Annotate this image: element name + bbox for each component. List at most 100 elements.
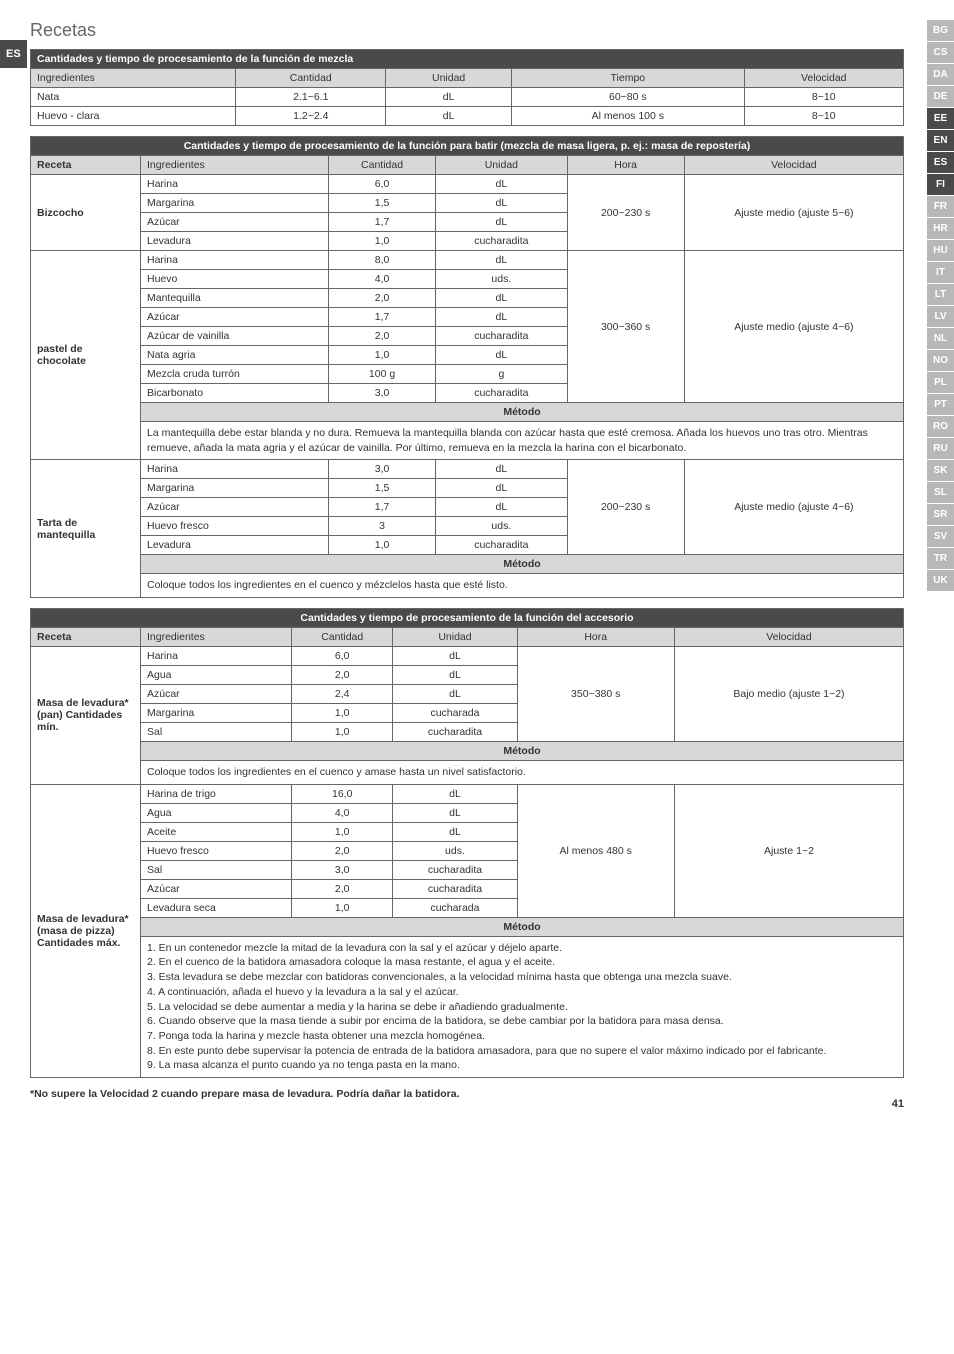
lang-tab-lt: LT — [927, 284, 954, 305]
table-mezcla: Cantidades y tiempo de procesamiento de … — [30, 49, 904, 126]
lang-tab-ro: RO — [927, 416, 954, 437]
t1-title: Cantidades y tiempo de procesamiento de … — [31, 50, 904, 69]
cell: Margarina — [141, 704, 292, 723]
t2-title: Cantidades y tiempo de procesamiento de … — [31, 137, 904, 156]
cell: Azúcar — [141, 685, 292, 704]
t1-header: Velocidad — [744, 69, 903, 88]
cell: Bicarbonato — [141, 384, 329, 403]
footnote: *No supere la Velocidad 2 cuando prepare… — [30, 1088, 904, 1100]
t1-cell: 8~10 — [744, 88, 903, 107]
cell: cucharadita — [436, 384, 567, 403]
t1-cell: 8~10 — [744, 107, 903, 126]
cell: Azúcar — [141, 879, 292, 898]
t1-header: Ingredientes — [31, 69, 236, 88]
cell: Sal — [141, 860, 292, 879]
time-cell: Al menos 480 s — [517, 784, 674, 917]
header-cell: Receta — [31, 156, 141, 175]
t1-header: Unidad — [386, 69, 512, 88]
cell: dL — [436, 308, 567, 327]
lang-tab-fi: FI — [927, 174, 954, 195]
cell: Harina — [141, 460, 329, 479]
lang-tab-bg: BG — [927, 20, 954, 41]
lang-tab-sk: SK — [927, 460, 954, 481]
table-batir: Cantidades y tiempo de procesamiento de … — [30, 136, 904, 598]
t1-cell: Nata — [31, 88, 236, 107]
cell: g — [436, 365, 567, 384]
cell: Levadura — [141, 536, 329, 555]
cell: Levadura seca — [141, 898, 292, 917]
cell: 3 — [328, 517, 435, 536]
t1-cell: Huevo - clara — [31, 107, 236, 126]
lang-tab-nl: NL — [927, 328, 954, 349]
cell: Margarina — [141, 479, 329, 498]
speed-cell: Bajo medio (ajuste 1~2) — [674, 647, 903, 742]
t1-header: Cantidad — [236, 69, 386, 88]
cell: 16,0 — [291, 784, 392, 803]
lang-tab-fr: FR — [927, 196, 954, 217]
cell: dL — [436, 289, 567, 308]
metodo-note: Coloque todos los ingredientes en el cue… — [141, 574, 904, 598]
speed-cell: Ajuste medio (ajuste 5~6) — [684, 175, 903, 251]
lang-tab-pl: PL — [927, 372, 954, 393]
lang-tab-it: IT — [927, 262, 954, 283]
lang-tab-tr: TR — [927, 548, 954, 569]
cell: 4,0 — [291, 803, 392, 822]
cell: cucharadita — [393, 723, 517, 742]
header-cell: Receta — [31, 628, 141, 647]
table-accesorio: Cantidades y tiempo de procesamiento de … — [30, 608, 904, 1078]
speed-cell: Ajuste medio (ajuste 4~6) — [684, 251, 903, 403]
cell: 1,0 — [328, 232, 435, 251]
cell: 3,0 — [328, 384, 435, 403]
cell: dL — [436, 460, 567, 479]
cell: 1,7 — [328, 213, 435, 232]
lang-tab-lv: LV — [927, 306, 954, 327]
cell: cucharada — [393, 898, 517, 917]
cell: Mezcla cruda turrón — [141, 365, 329, 384]
cell: 2,0 — [291, 666, 392, 685]
lang-tabs-right: BGCSDADEEEENESFIFRHRHUITLTLVNLNOPLPTRORU… — [927, 20, 954, 592]
header-cell: Cantidad — [291, 628, 392, 647]
cell: 1,5 — [328, 194, 435, 213]
cell: 6,0 — [328, 175, 435, 194]
cell: Margarina — [141, 194, 329, 213]
time-cell: 350~380 s — [517, 647, 674, 742]
header-cell: Hora — [517, 628, 674, 647]
cell: dL — [393, 685, 517, 704]
cell: Sal — [141, 723, 292, 742]
cell: 8,0 — [328, 251, 435, 270]
cell: cucharada — [393, 704, 517, 723]
t1-cell: dL — [386, 107, 512, 126]
cell: 1,0 — [291, 704, 392, 723]
time-cell: 300~360 s — [567, 251, 684, 403]
cell: 3,0 — [328, 460, 435, 479]
cell: dL — [393, 803, 517, 822]
cell: cucharadita — [436, 232, 567, 251]
cell: uds. — [436, 517, 567, 536]
cell: dL — [393, 822, 517, 841]
metodo-header: Método — [141, 403, 904, 422]
cell: Huevo fresco — [141, 517, 329, 536]
metodo-header: Método — [141, 917, 904, 936]
cell: 3,0 — [291, 860, 392, 879]
lang-tab-sl: SL — [927, 482, 954, 503]
header-cell: Unidad — [393, 628, 517, 647]
header-cell: Ingredientes — [141, 156, 329, 175]
cell: 4,0 — [328, 270, 435, 289]
cell: dL — [393, 647, 517, 666]
t1-cell: 2.1~6.1 — [236, 88, 386, 107]
lang-tab-ee: EE — [927, 108, 954, 129]
header-cell: Hora — [567, 156, 684, 175]
cell: Azúcar — [141, 498, 329, 517]
cell: 2,0 — [291, 841, 392, 860]
time-cell: 200~230 s — [567, 175, 684, 251]
cell: 1,0 — [291, 723, 392, 742]
cell: 1,7 — [328, 498, 435, 517]
lang-tab-es: ES — [0, 40, 27, 68]
cell: Azúcar de vainilla — [141, 327, 329, 346]
cell: 2,0 — [291, 879, 392, 898]
cell: 1,0 — [291, 898, 392, 917]
cell: 2,4 — [291, 685, 392, 704]
page-title: Recetas — [30, 20, 904, 41]
cell: 2,0 — [328, 289, 435, 308]
lang-tab-uk: UK — [927, 570, 954, 591]
